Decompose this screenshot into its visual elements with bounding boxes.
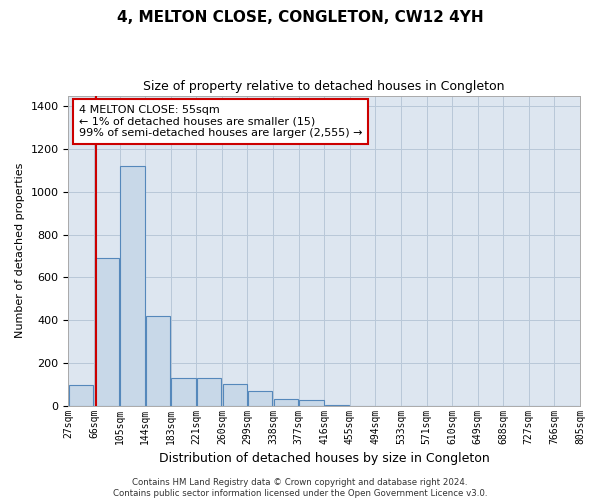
Bar [325, 404, 349, 406]
Bar [299, 400, 323, 406]
Bar [274, 399, 298, 406]
Bar [120, 166, 145, 406]
Bar [69, 386, 94, 406]
Bar [95, 258, 119, 406]
Title: Size of property relative to detached houses in Congleton: Size of property relative to detached ho… [143, 80, 505, 93]
Bar [197, 378, 221, 406]
Y-axis label: Number of detached properties: Number of detached properties [15, 163, 25, 338]
Bar [223, 384, 247, 406]
Bar [146, 316, 170, 406]
Text: Contains HM Land Registry data © Crown copyright and database right 2024.
Contai: Contains HM Land Registry data © Crown c… [113, 478, 487, 498]
X-axis label: Distribution of detached houses by size in Congleton: Distribution of detached houses by size … [159, 452, 490, 465]
Text: 4 MELTON CLOSE: 55sqm
← 1% of detached houses are smaller (15)
99% of semi-detac: 4 MELTON CLOSE: 55sqm ← 1% of detached h… [79, 105, 362, 138]
Text: 4, MELTON CLOSE, CONGLETON, CW12 4YH: 4, MELTON CLOSE, CONGLETON, CW12 4YH [116, 10, 484, 25]
Bar [248, 390, 272, 406]
Bar [172, 378, 196, 406]
